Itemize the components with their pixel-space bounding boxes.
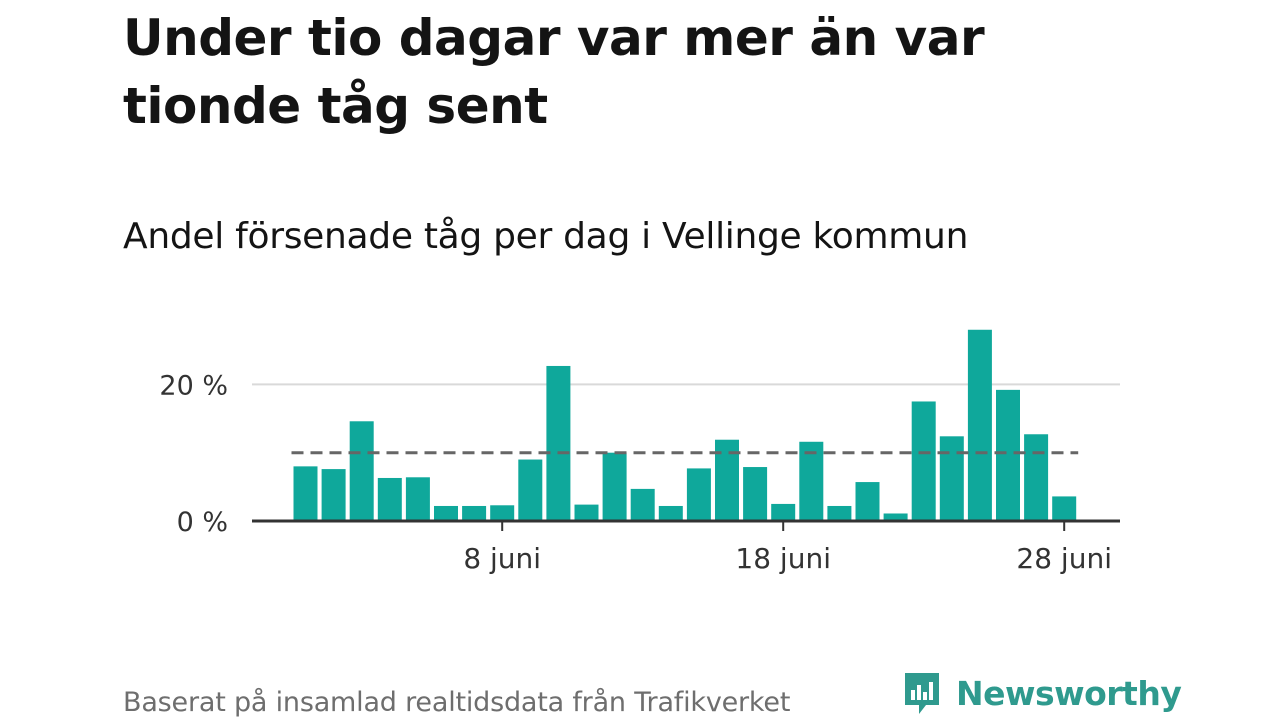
bar	[293, 466, 318, 521]
bar	[1024, 434, 1049, 521]
bar	[911, 401, 936, 521]
bar	[546, 365, 571, 521]
bar	[686, 468, 711, 521]
bar	[321, 469, 346, 521]
bar	[658, 505, 683, 521]
bar	[349, 421, 374, 521]
chart-title: Under tio dagar var mer än var tionde tå…	[123, 9, 985, 135]
bar-chart: 0 % 20 % 8 juni 18 juni 28 juni	[159, 329, 1120, 575]
bar	[630, 488, 655, 521]
x-tick-label: 18 juni	[735, 542, 831, 575]
bar	[939, 436, 964, 521]
y-tick-label: 20 %	[159, 370, 228, 401]
bar	[827, 505, 852, 521]
y-tick-label: 0 %	[177, 507, 228, 538]
source-note: Baserat på insamlad realtidsdata från Tr…	[123, 687, 791, 718]
bar	[462, 505, 487, 521]
bar	[855, 482, 880, 521]
bar	[799, 441, 824, 521]
chart-subtitle: Andel försenade tåg per dag i Vellinge k…	[123, 216, 969, 257]
brand-name: Newsworthy	[956, 673, 1182, 713]
bar	[602, 452, 627, 521]
x-tick-label: 28 juni	[1016, 542, 1112, 575]
bar	[743, 467, 768, 521]
brand-logo: Newsworthy	[902, 670, 1182, 716]
bar	[1052, 496, 1077, 521]
bar	[377, 477, 402, 521]
bar	[518, 459, 543, 521]
bar	[771, 503, 796, 521]
bar	[996, 389, 1020, 521]
bar	[967, 329, 992, 521]
bar	[434, 505, 458, 521]
newsworthy-logo-icon	[905, 673, 939, 714]
bar	[574, 504, 599, 521]
bar	[490, 505, 515, 521]
bar	[883, 513, 908, 521]
bar	[405, 477, 430, 521]
x-tick-label: 8 juni	[463, 542, 541, 575]
